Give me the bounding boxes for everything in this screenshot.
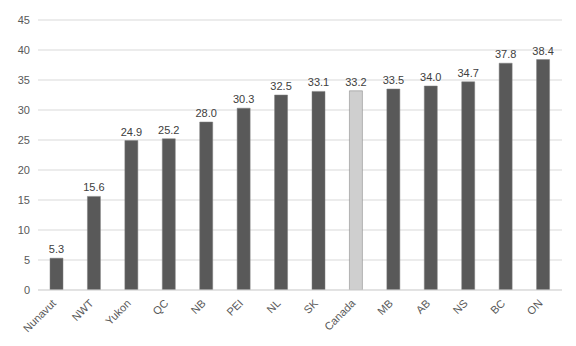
- svg-text:Yukon: Yukon: [103, 297, 133, 327]
- svg-text:34.7: 34.7: [458, 67, 479, 79]
- svg-text:33.5: 33.5: [383, 74, 404, 86]
- svg-text:MB: MB: [375, 297, 395, 317]
- svg-text:ON: ON: [525, 297, 545, 317]
- svg-text:PEI: PEI: [224, 297, 245, 318]
- svg-text:15: 15: [18, 194, 30, 206]
- svg-text:28.0: 28.0: [196, 107, 217, 119]
- svg-text:33.2: 33.2: [345, 76, 366, 88]
- svg-text:20: 20: [18, 164, 30, 176]
- svg-text:SK: SK: [301, 296, 320, 315]
- svg-text:NL: NL: [264, 297, 282, 315]
- svg-text:BC: BC: [488, 297, 507, 316]
- svg-text:30.3: 30.3: [233, 93, 254, 105]
- svg-text:5.3: 5.3: [49, 243, 64, 255]
- svg-text:Canada: Canada: [322, 296, 358, 332]
- svg-text:24.9: 24.9: [121, 126, 142, 138]
- svg-text:32.5: 32.5: [270, 80, 291, 92]
- svg-text:30: 30: [18, 104, 30, 116]
- svg-text:NWT: NWT: [69, 297, 95, 323]
- svg-text:NS: NS: [451, 297, 470, 316]
- svg-text:35: 35: [18, 74, 30, 86]
- svg-text:NB: NB: [189, 297, 208, 316]
- svg-text:Nunavut: Nunavut: [21, 297, 58, 334]
- svg-text:34.0: 34.0: [420, 71, 441, 83]
- svg-text:38.4: 38.4: [532, 45, 553, 57]
- svg-text:25: 25: [18, 134, 30, 146]
- svg-text:45: 45: [18, 14, 30, 26]
- svg-text:33.1: 33.1: [308, 76, 329, 88]
- svg-text:25.2: 25.2: [158, 124, 179, 136]
- svg-text:10: 10: [18, 224, 30, 236]
- svg-text:37.8: 37.8: [495, 48, 516, 60]
- svg-text:15.6: 15.6: [83, 181, 104, 193]
- svg-text:QC: QC: [150, 297, 170, 317]
- svg-text:5: 5: [24, 254, 30, 266]
- svg-text:40: 40: [18, 44, 30, 56]
- svg-text:0: 0: [24, 284, 30, 296]
- svg-text:AB: AB: [414, 297, 433, 316]
